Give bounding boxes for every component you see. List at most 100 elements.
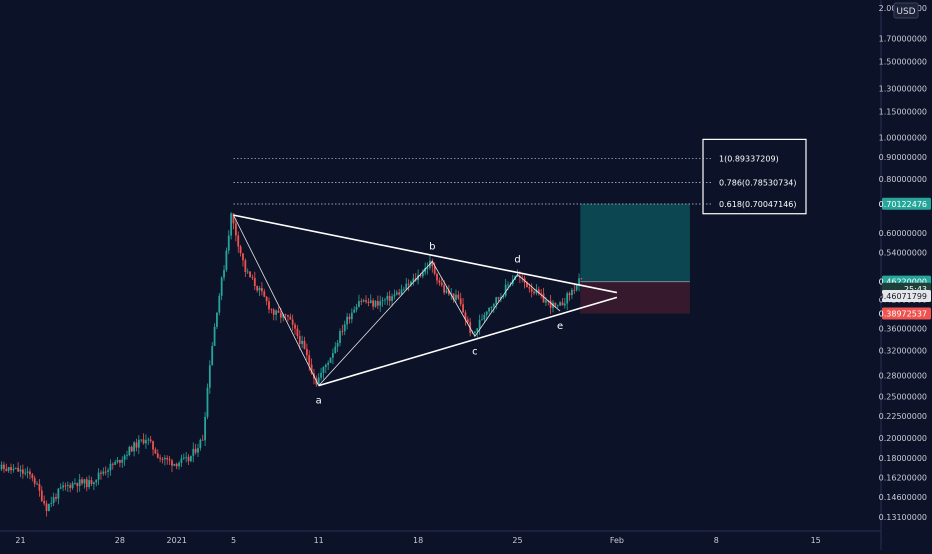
candle-body (443, 285, 445, 292)
wave-label-b: b (429, 241, 435, 252)
y-tick-label: 0.32000000 (879, 346, 927, 355)
candle-body (216, 313, 218, 327)
wave-zigzag[interactable] (234, 215, 561, 385)
candle (36, 481, 38, 485)
candle-body (242, 253, 244, 260)
candle-body (325, 365, 327, 367)
candle-body (81, 479, 83, 483)
x-tick-label: 28 (115, 536, 125, 545)
triangle-upper-line[interactable] (234, 215, 617, 292)
candle-body (263, 291, 265, 297)
candle (382, 297, 384, 307)
candle (360, 298, 362, 305)
candle-body (76, 483, 78, 486)
currency-label[interactable]: USD (896, 7, 915, 17)
candle-body (403, 289, 405, 290)
currency-badge[interactable]: USD (894, 3, 918, 18)
candle (375, 300, 377, 308)
candle (199, 438, 201, 450)
candle (60, 483, 62, 489)
price-tag-label: 0.46071799 (879, 292, 927, 301)
candle-body (171, 460, 173, 465)
candle-body (214, 327, 216, 346)
candle (230, 212, 232, 239)
price-axis[interactable]: 2.000000001.700000001.500000001.30000000… (879, 0, 927, 550)
candles-layer (0, 212, 582, 516)
candle (176, 463, 178, 470)
x-tick-label: 21 (15, 536, 25, 545)
candle-body (256, 286, 258, 290)
y-tick-label: 0.36000000 (879, 324, 927, 333)
candle (543, 288, 545, 303)
y-tick-label: 1.50000000 (879, 58, 927, 67)
candle-body (252, 277, 254, 278)
candle (550, 295, 552, 314)
candle (110, 459, 112, 475)
candle (386, 292, 388, 305)
candle (100, 470, 102, 480)
y-tick-label: 0.14600000 (879, 493, 927, 502)
fib-level-label: 0.786(0.78530734) (719, 179, 797, 188)
candle (86, 477, 88, 491)
candle (571, 288, 573, 299)
x-tick-label: 15 (811, 536, 821, 545)
candle-body (211, 346, 213, 365)
candle-body (31, 474, 33, 478)
candle (218, 293, 220, 315)
candle-body (394, 295, 396, 297)
candle-body (192, 449, 194, 456)
candle (114, 460, 116, 465)
candle-body (401, 290, 403, 295)
candle (325, 363, 327, 373)
candle (249, 271, 251, 277)
candle (237, 231, 239, 252)
candle-body (581, 278, 583, 279)
candle-body (159, 458, 161, 459)
candle (150, 436, 152, 443)
y-tick-label: 0.60000000 (879, 229, 927, 238)
candle-body (185, 457, 187, 458)
candle (166, 455, 168, 464)
candle (569, 291, 571, 300)
candle-body (498, 297, 500, 298)
candle (50, 497, 52, 507)
candle (159, 454, 161, 462)
y-tick-label: 1.30000000 (879, 84, 927, 93)
candle (39, 479, 41, 497)
candle (481, 314, 483, 320)
candle-body (152, 441, 154, 449)
candle (363, 299, 365, 303)
candle-body (280, 313, 282, 318)
candle-body (528, 287, 530, 288)
target-zone[interactable] (580, 204, 690, 282)
candle-body (493, 304, 495, 306)
candle-body (334, 347, 336, 353)
triangle-lower-line[interactable] (319, 297, 617, 385)
candle-body (100, 473, 102, 474)
candle-body (218, 296, 220, 313)
candle-body (268, 301, 270, 309)
candle (207, 384, 209, 420)
candle (356, 304, 358, 313)
candle (138, 435, 140, 454)
candle (41, 486, 43, 502)
candle (259, 286, 261, 296)
candle (53, 493, 55, 506)
candle (557, 304, 559, 307)
candle (24, 468, 26, 475)
candle (121, 456, 123, 467)
candle-body (95, 480, 97, 483)
candle-body (147, 440, 149, 441)
candle-body (304, 341, 306, 349)
candle (209, 360, 211, 394)
fib-levels: 1(0.89337209)0.786(0.78530734)0.618(0.70… (234, 139, 807, 213)
candle (370, 294, 372, 303)
stop-zone[interactable] (580, 282, 690, 314)
candle (145, 434, 147, 449)
candle (192, 442, 194, 462)
x-tick-label: 11 (314, 536, 324, 545)
candle-body (36, 484, 38, 485)
